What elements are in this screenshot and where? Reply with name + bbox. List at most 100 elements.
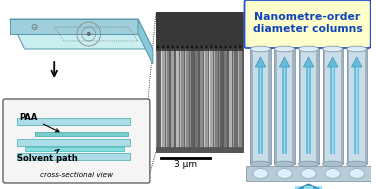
- Bar: [161, 46, 162, 147]
- Bar: [166, 46, 169, 147]
- Ellipse shape: [325, 169, 340, 178]
- Bar: [190, 46, 194, 147]
- Ellipse shape: [250, 46, 271, 52]
- Bar: [161, 46, 165, 147]
- Bar: [247, 166, 371, 181]
- Bar: [229, 46, 232, 147]
- Bar: [205, 46, 208, 147]
- Ellipse shape: [299, 161, 319, 167]
- Bar: [347, 49, 349, 164]
- Bar: [250, 49, 271, 164]
- Bar: [180, 46, 184, 147]
- Bar: [323, 49, 325, 164]
- Ellipse shape: [220, 45, 222, 49]
- Bar: [330, 67, 335, 154]
- Polygon shape: [303, 57, 314, 67]
- Bar: [156, 46, 157, 147]
- Bar: [176, 46, 179, 147]
- Bar: [295, 186, 322, 189]
- Bar: [317, 49, 319, 164]
- Polygon shape: [138, 19, 153, 64]
- Bar: [214, 46, 218, 147]
- FancyBboxPatch shape: [3, 99, 150, 183]
- Text: Nanometre-order
diameter columns: Nanometre-order diameter columns: [253, 12, 362, 34]
- Ellipse shape: [277, 169, 292, 178]
- Bar: [258, 67, 263, 154]
- Ellipse shape: [347, 46, 367, 52]
- Ellipse shape: [229, 45, 232, 49]
- Bar: [35, 132, 128, 136]
- Ellipse shape: [239, 45, 241, 49]
- Bar: [219, 46, 222, 147]
- Bar: [25, 147, 124, 151]
- Ellipse shape: [323, 161, 343, 167]
- Bar: [166, 46, 167, 147]
- Bar: [238, 46, 239, 147]
- Bar: [365, 49, 367, 164]
- Bar: [282, 67, 287, 154]
- Ellipse shape: [274, 161, 295, 167]
- Bar: [323, 49, 343, 164]
- Text: PAA: PAA: [20, 112, 59, 132]
- Bar: [293, 49, 295, 164]
- Bar: [260, 67, 261, 154]
- Polygon shape: [255, 57, 266, 67]
- Ellipse shape: [323, 46, 343, 52]
- FancyBboxPatch shape: [244, 0, 371, 48]
- Text: Solvent path: Solvent path: [17, 149, 77, 163]
- Ellipse shape: [176, 45, 179, 49]
- Ellipse shape: [171, 45, 174, 49]
- Bar: [341, 49, 343, 164]
- Bar: [209, 46, 213, 147]
- Bar: [195, 46, 198, 147]
- Bar: [308, 67, 309, 154]
- Bar: [268, 49, 271, 164]
- Bar: [250, 49, 253, 164]
- Bar: [171, 46, 174, 147]
- Ellipse shape: [301, 169, 316, 178]
- Ellipse shape: [253, 169, 268, 178]
- Bar: [209, 46, 210, 147]
- Ellipse shape: [200, 45, 203, 49]
- Bar: [219, 46, 220, 147]
- Ellipse shape: [162, 45, 164, 49]
- Polygon shape: [10, 19, 153, 49]
- Bar: [156, 12, 243, 51]
- Bar: [224, 46, 227, 147]
- Bar: [299, 49, 301, 164]
- Bar: [185, 46, 186, 147]
- Bar: [284, 67, 285, 154]
- Polygon shape: [279, 184, 338, 189]
- Bar: [195, 46, 196, 147]
- Bar: [306, 67, 311, 154]
- Polygon shape: [327, 57, 338, 67]
- Ellipse shape: [196, 45, 198, 49]
- Bar: [156, 12, 243, 152]
- Ellipse shape: [215, 45, 217, 49]
- Bar: [190, 46, 191, 147]
- Ellipse shape: [210, 45, 212, 49]
- Bar: [347, 49, 367, 164]
- Ellipse shape: [250, 161, 271, 167]
- Bar: [274, 49, 277, 164]
- Bar: [17, 153, 130, 160]
- Ellipse shape: [157, 45, 159, 49]
- Circle shape: [87, 32, 91, 36]
- Bar: [156, 46, 160, 147]
- Polygon shape: [352, 57, 362, 67]
- Bar: [17, 139, 130, 146]
- Ellipse shape: [181, 45, 183, 49]
- Bar: [354, 67, 359, 154]
- Ellipse shape: [299, 46, 319, 52]
- Bar: [200, 46, 203, 147]
- Text: 3 μm: 3 μm: [174, 160, 197, 169]
- Ellipse shape: [349, 169, 364, 178]
- Polygon shape: [279, 57, 290, 67]
- Bar: [274, 49, 295, 164]
- Ellipse shape: [205, 45, 208, 49]
- Ellipse shape: [347, 161, 367, 167]
- Ellipse shape: [234, 45, 237, 49]
- Ellipse shape: [191, 45, 193, 49]
- Bar: [332, 67, 334, 154]
- Ellipse shape: [167, 45, 169, 49]
